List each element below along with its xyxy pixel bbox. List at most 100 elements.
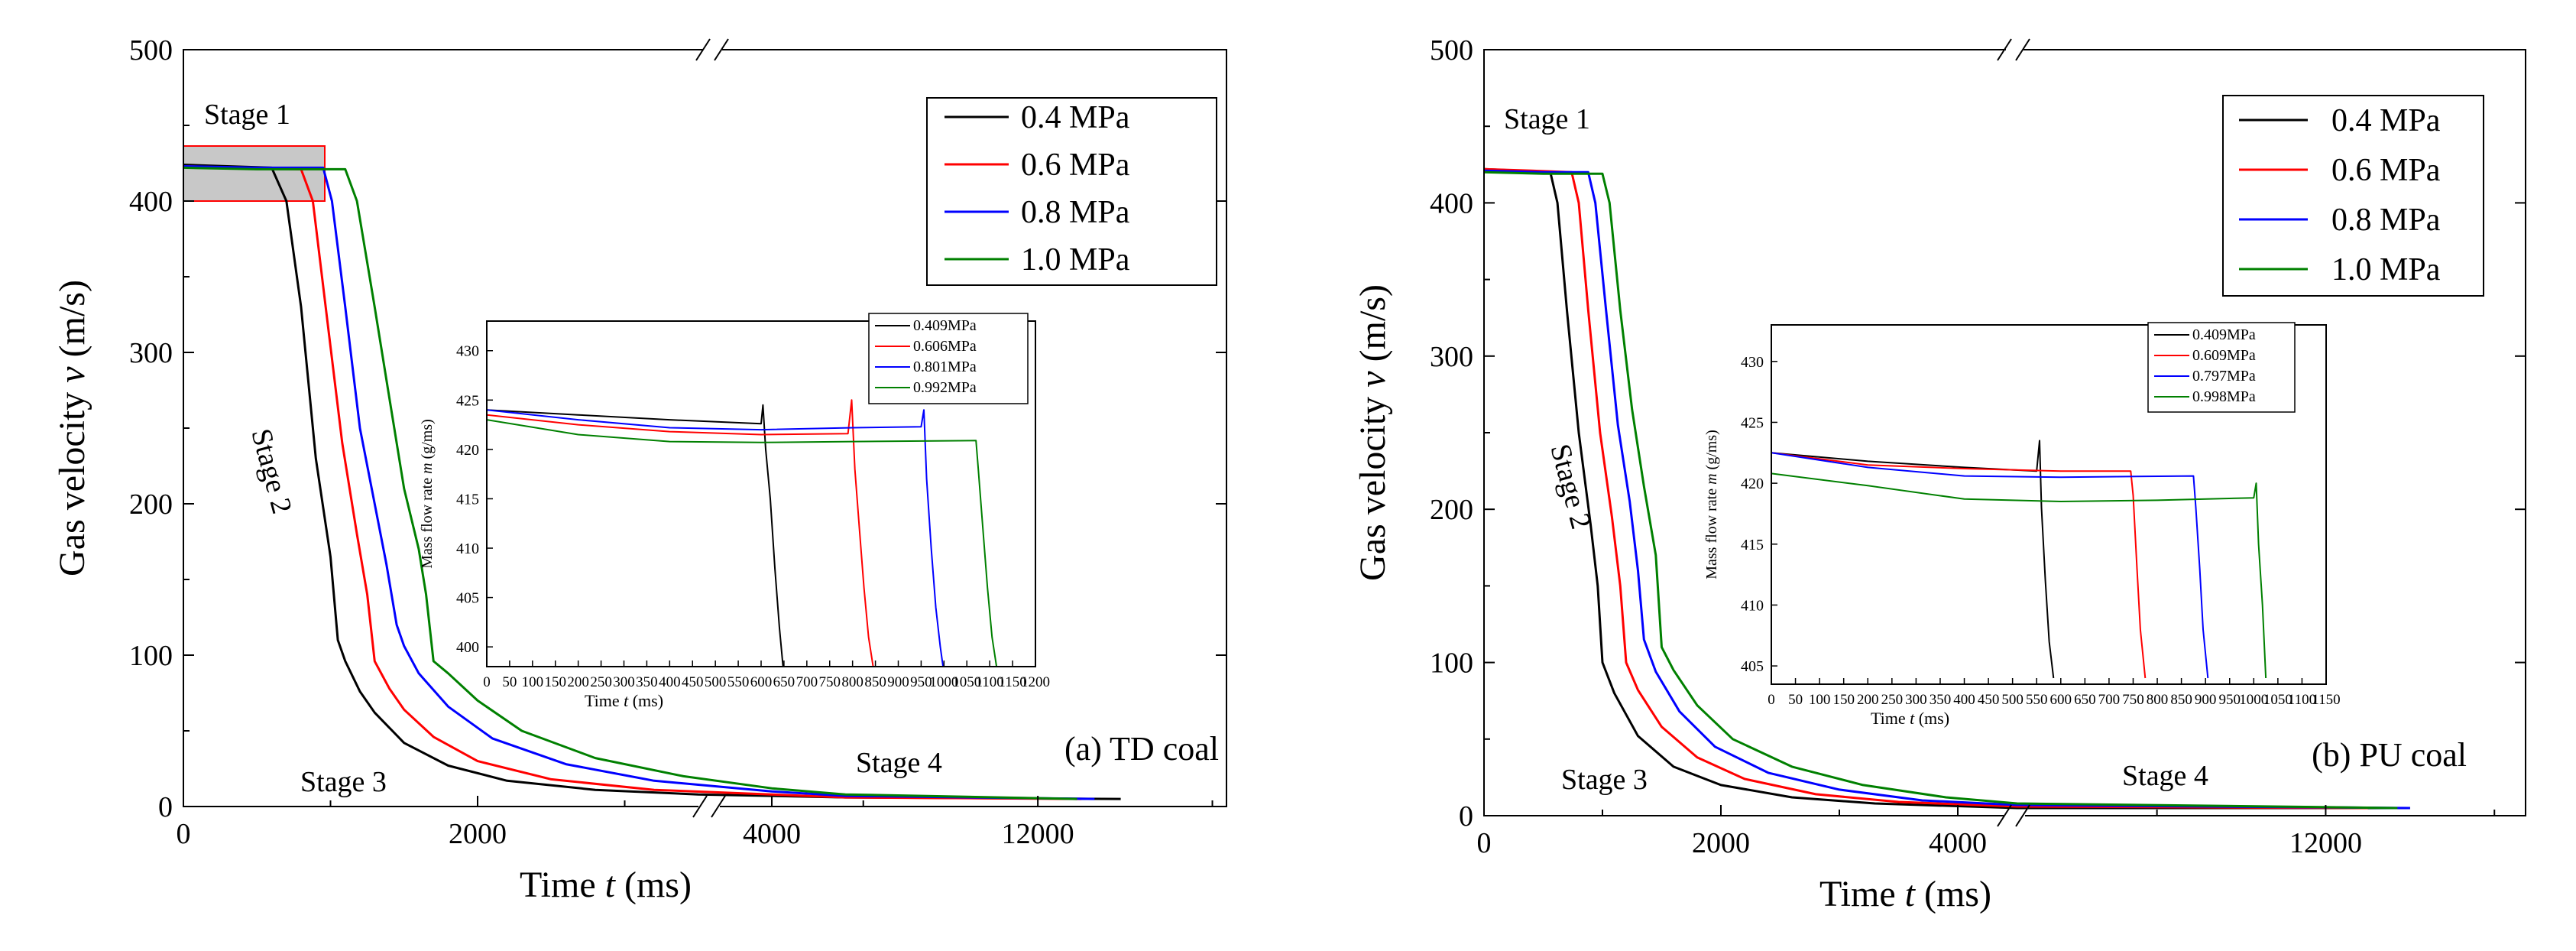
- y-axis-label: Gas velocity v (m/s): [1353, 284, 1393, 581]
- stage-label-1: Stage 1: [204, 99, 290, 131]
- x-tick-label: 12000: [2289, 827, 2362, 859]
- legend-label: 0.4 MPa: [2331, 103, 2441, 138]
- inset-x-tick-label: 750: [2122, 692, 2144, 708]
- inset-x-tick-label: 700: [2098, 692, 2121, 708]
- inset-x-tick-label: 0: [483, 674, 491, 690]
- inset-series-lines: [1771, 440, 2267, 679]
- stage-label-2: Stage 2: [245, 425, 298, 517]
- x-axis-label-variable: t: [1905, 874, 1917, 914]
- x-tick-label: 2000: [449, 818, 507, 850]
- inset-x-tick-label: 400: [1953, 692, 1975, 708]
- inset-legend: 0.409MPa 0.606MPa 0.801MPa 0.992MPa: [868, 313, 1029, 404]
- inset-y-tick-label: 415: [456, 491, 479, 508]
- inset-y-tick-label: 425: [1741, 414, 1764, 431]
- y-tick-label: 200: [1430, 494, 1473, 526]
- inset-legend-label: 0.797MPa: [2192, 368, 2256, 385]
- y-tick-label: 500: [129, 34, 173, 67]
- inset-y-tick-label: 405: [456, 590, 479, 607]
- inset-frame: [1771, 324, 2327, 685]
- inset-series-line: [1771, 440, 2055, 679]
- inset-y-tick-label: 430: [456, 343, 479, 360]
- inset-x-tick-label: 50: [502, 674, 517, 690]
- inset-x-tick-label: 950: [2218, 692, 2241, 708]
- x-tick-label: 0: [1477, 827, 1492, 859]
- x-axis-label-unit: (ms): [1915, 874, 1991, 914]
- inset-x-tick-label: 500: [2001, 692, 2024, 708]
- inset-x-tick-label: 1000: [2239, 692, 2268, 708]
- inset-y-axis-label-variable: m: [1703, 473, 1720, 484]
- inset-x-tick-label: 150: [545, 674, 567, 690]
- axis-break-gap-top: [2006, 47, 2024, 53]
- inset-x-tick-label: 400: [659, 674, 681, 690]
- inset-x-axis-label-text: Time: [1871, 709, 1910, 728]
- x-tick-label: 0: [177, 818, 191, 850]
- inset-series-line: [487, 404, 784, 667]
- y-axis-label: Gas velocity v (m/s): [52, 280, 92, 576]
- axis-break-gap-bottom: [2004, 813, 2025, 819]
- inset-series-line: [487, 409, 945, 667]
- x-tick-label: 12000: [1002, 818, 1074, 850]
- inset-x-tick-label: 350: [1930, 692, 1952, 708]
- x-axis-label: Time t (ms): [1819, 874, 1991, 914]
- inset-x-tick-label: 800: [841, 674, 864, 690]
- inset-legend-label: 0.609MPa: [2192, 347, 2256, 364]
- inset-x-tick-label: 300: [1905, 692, 1927, 708]
- inset-legend-box: [868, 313, 1029, 404]
- inset-legend-label: 0.606MPa: [913, 338, 977, 355]
- inset-x-tick-label: 1150: [998, 674, 1026, 690]
- inset-y-axis-label-text: Mass flow rate: [1703, 485, 1720, 579]
- inset-x-tick-label: 600: [2050, 692, 2072, 708]
- inset-y-tick-label: 410: [1741, 597, 1764, 614]
- y-axis-label-text: Gas velocity: [52, 383, 92, 576]
- axis-break-slash: [692, 795, 708, 818]
- inset-x-tick-label: 550: [2026, 692, 2048, 708]
- inset-x-tick-label: 0: [1768, 692, 1775, 708]
- inset-x-tick-label: 450: [682, 674, 704, 690]
- inset-y-tick-label: 400: [456, 639, 479, 656]
- y-tick-label: 500: [1430, 34, 1473, 67]
- inset-x-tick-label: 850: [2170, 692, 2192, 708]
- inset-x-tick-label: 950: [910, 674, 932, 690]
- x-axis-label-unit: (ms): [615, 865, 692, 905]
- legend-label: 0.8 MPa: [1021, 195, 1130, 230]
- stage-label-3: Stage 3: [1561, 764, 1648, 796]
- inset-series-line: [1771, 452, 2147, 679]
- inset-x-tick-label: 300: [613, 674, 635, 690]
- axis-break-slash: [2015, 38, 2030, 61]
- inset-y-axis-label-variable: m: [419, 463, 436, 473]
- y-axis-label-unit: (m/s): [1353, 284, 1393, 371]
- inset-y-tick-label: 420: [456, 442, 479, 459]
- inset-y-axis-label: Mass flow rate m (g/ms): [419, 419, 436, 569]
- axis-break-slash: [711, 795, 726, 818]
- inset-x-tick-label: 100: [522, 674, 544, 690]
- inset-x-tick-label: 50: [1788, 692, 1803, 708]
- inset-series-line: [1771, 452, 2209, 679]
- y-tick-label: 0: [158, 791, 173, 823]
- inset-x-tick-label: 1050: [952, 674, 981, 690]
- inset-series-line: [1771, 472, 2267, 679]
- x-tick-label: 2000: [1692, 827, 1750, 859]
- y-axis-label-variable: v: [1353, 371, 1393, 388]
- inset-y-axis-label-text: Mass flow rate: [419, 474, 436, 569]
- stage-label-3: Stage 3: [300, 766, 387, 798]
- series-line-0-6-mpa: [1484, 167, 2368, 810]
- inset-legend-label: 0.409MPa: [2192, 326, 2256, 343]
- inset-x-axis-label: Time t (ms): [585, 691, 663, 710]
- inset-series-line: [487, 399, 874, 667]
- inset-legend-label: 0.998MPa: [2192, 388, 2256, 405]
- stage-1-highlight-box: [183, 145, 326, 202]
- legend: 0.4 MPa 0.6 MPa 0.8 MPa 1.0 MPa: [926, 97, 1217, 286]
- inset-x-tick-label: 650: [773, 674, 795, 690]
- inset-x-tick-label: 1100: [976, 674, 1004, 690]
- inset-x-tick-label: 350: [636, 674, 658, 690]
- inset-x-tick-label: 1100: [2288, 692, 2316, 708]
- inset-x-axis-label-variable: t: [624, 691, 629, 710]
- legend-label: 0.8 MPa: [2331, 203, 2441, 238]
- inset-x-tick-label: 900: [2195, 692, 2217, 708]
- inset-x-tick-label: 700: [796, 674, 818, 690]
- inset-x-tick-label: 1050: [2263, 692, 2292, 708]
- stage-label-4: Stage 4: [2122, 760, 2208, 792]
- x-tick-label: 4000: [1929, 827, 1987, 859]
- series-line-0-8-mpa: [1484, 169, 2410, 810]
